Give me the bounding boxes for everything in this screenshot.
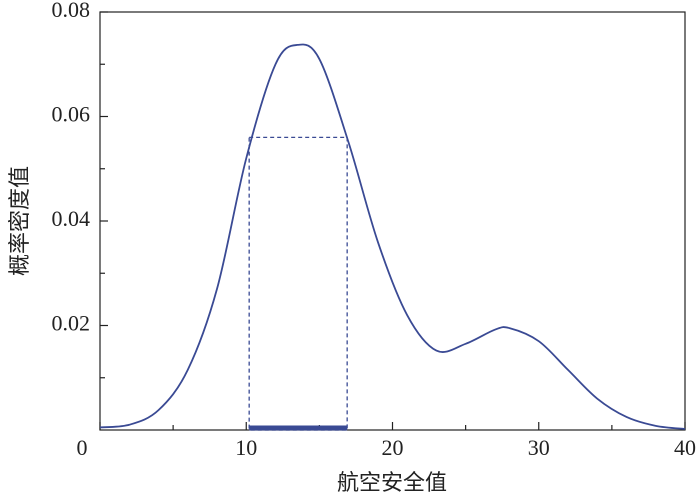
plot-frame	[99, 11, 686, 431]
x-tick-label: 0	[77, 435, 88, 460]
y-tick-label: 0.06	[52, 102, 91, 127]
x-tick-label: 40	[674, 435, 696, 460]
x-tick-label: 30	[528, 435, 550, 460]
y-tick-label: 0.08	[52, 0, 91, 22]
x-tick-label: 10	[235, 435, 257, 460]
x-tick-label: 20	[382, 435, 404, 460]
y-tick-label: 0.02	[52, 311, 91, 336]
density-line	[99, 43, 686, 430]
y-tick-label: 0.04	[52, 206, 91, 231]
y-axis-label: 概率密度值	[7, 166, 32, 276]
interval-box	[248, 136, 348, 431]
x-axis-label: 航空安全值	[337, 470, 447, 495]
